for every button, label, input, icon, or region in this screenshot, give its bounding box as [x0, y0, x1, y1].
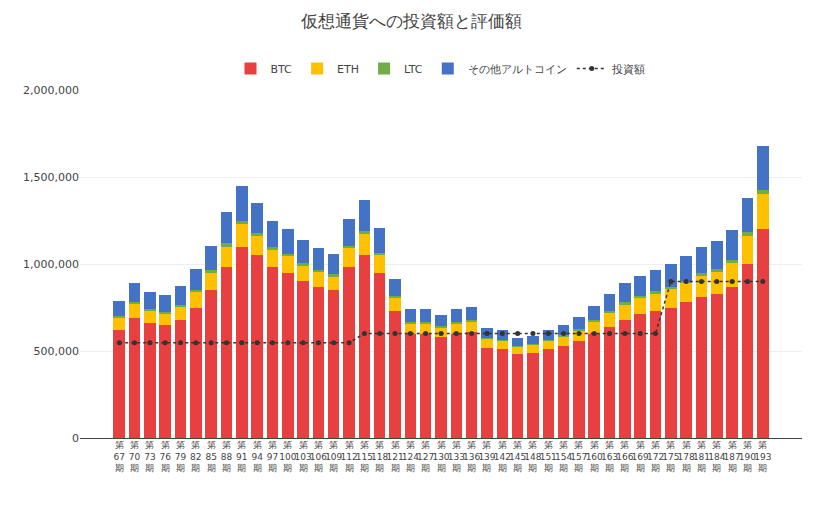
svg-text:第76期: 第76期 [159, 440, 171, 473]
svg-text:第139期: 第139期 [478, 440, 495, 473]
svg-text:LTC: LTC [404, 63, 423, 76]
svg-text:第172期: 第172期 [647, 440, 664, 473]
svg-text:第151期: 第151期 [540, 440, 557, 473]
svg-text:第70期: 第70期 [129, 440, 141, 473]
svg-text:第187期: 第187期 [724, 440, 741, 473]
svg-text:第124期: 第124期 [402, 440, 419, 473]
svg-text:BTC: BTC [271, 63, 293, 76]
svg-text:2,000,000: 2,000,000 [23, 84, 79, 97]
svg-text:第97期: 第97期 [267, 440, 278, 473]
svg-text:第112期: 第112期 [340, 440, 357, 473]
svg-text:0: 0 [72, 432, 79, 445]
svg-text:1,500,000: 1,500,000 [23, 171, 79, 184]
svg-text:ETH: ETH [337, 63, 359, 76]
svg-text:第169期: 第169期 [632, 440, 649, 473]
svg-text:第67期: 第67期 [114, 440, 125, 473]
svg-text:500,000: 500,000 [34, 345, 80, 358]
svg-text:第73期: 第73期 [144, 440, 155, 473]
svg-text:第106期: 第106期 [310, 440, 327, 473]
svg-text:第175期: 第175期 [662, 440, 679, 473]
svg-text:第109期: 第109期 [325, 440, 342, 473]
svg-text:第115期: 第115期 [356, 440, 373, 473]
svg-text:その他アルトコイン: その他アルトコイン [468, 63, 567, 76]
svg-text:第184期: 第184期 [708, 440, 725, 473]
svg-text:第148期: 第148期 [524, 440, 541, 473]
svg-text:第166期: 第166期 [616, 440, 633, 473]
svg-text:第163期: 第163期 [601, 440, 618, 473]
svg-text:第190期: 第190期 [739, 440, 756, 473]
svg-text:1,000,000: 1,000,000 [23, 258, 79, 271]
svg-text:第91期: 第91期 [236, 440, 247, 473]
svg-text:第181期: 第181期 [693, 440, 710, 473]
svg-text:第79期: 第79期 [175, 440, 187, 473]
svg-text:第82期: 第82期 [190, 440, 201, 473]
svg-text:第133期: 第133期 [448, 440, 465, 473]
svg-text:投資額: 投資額 [611, 63, 645, 76]
svg-text:第103期: 第103期 [295, 440, 312, 473]
svg-text:第121期: 第121期 [386, 440, 403, 473]
svg-text:第100期: 第100期 [279, 440, 296, 473]
svg-text:第178期: 第178期 [678, 440, 695, 473]
svg-text:第88期: 第88期 [221, 440, 233, 473]
svg-text:第136期: 第136期 [463, 440, 480, 473]
svg-text:仮想通貨への投資額と評価額: 仮想通貨への投資額と評価額 [300, 11, 522, 31]
svg-text:第160期: 第160期 [586, 440, 603, 473]
svg-text:第157期: 第157期 [570, 440, 587, 473]
svg-text:第154期: 第154期 [555, 440, 572, 473]
svg-text:第142期: 第142期 [494, 440, 511, 473]
svg-text:第127期: 第127期 [417, 440, 434, 473]
svg-text:第94期: 第94期 [251, 440, 263, 473]
svg-text:第85期: 第85期 [205, 440, 216, 473]
svg-text:第145期: 第145期 [509, 440, 526, 473]
svg-text:第118期: 第118期 [371, 440, 388, 473]
svg-text:第193期: 第193期 [754, 440, 771, 473]
svg-text:第130期: 第130期 [432, 440, 449, 473]
